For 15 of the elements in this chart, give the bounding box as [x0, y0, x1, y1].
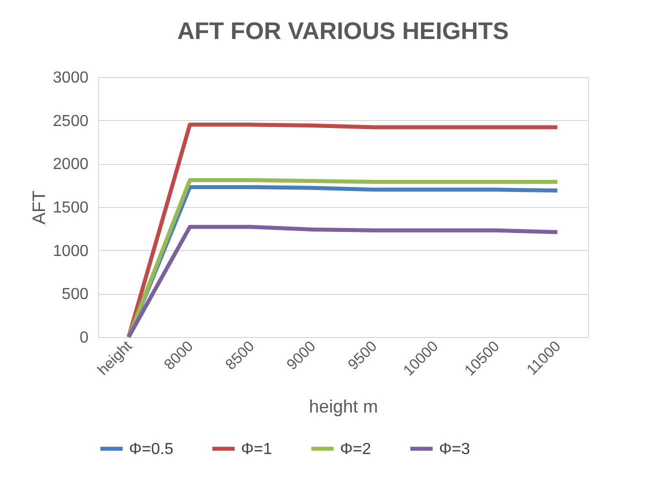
y-axis-title: AFT — [28, 190, 49, 224]
x-axis-title: height m — [308, 396, 378, 417]
y-tick-label: 0 — [80, 330, 89, 346]
legend-label: Φ=0.5 — [129, 440, 174, 458]
y-tick-label: 1500 — [52, 200, 89, 216]
legend-label: Φ=3 — [439, 440, 470, 458]
legend-label: Φ=2 — [340, 440, 372, 458]
y-tick-label: 2000 — [52, 156, 89, 174]
y-tick-label: 500 — [62, 286, 89, 304]
y-tick-label: 1000 — [52, 242, 89, 260]
chart-title: AFT FOR VARIOUS HEIGHTS — [177, 18, 509, 45]
legend-label: Φ=1 — [241, 440, 272, 458]
line-series — [126, 224, 560, 339]
y-tick-label: 2500 — [52, 112, 89, 130]
y-tick-label: 3000 — [52, 70, 89, 86]
